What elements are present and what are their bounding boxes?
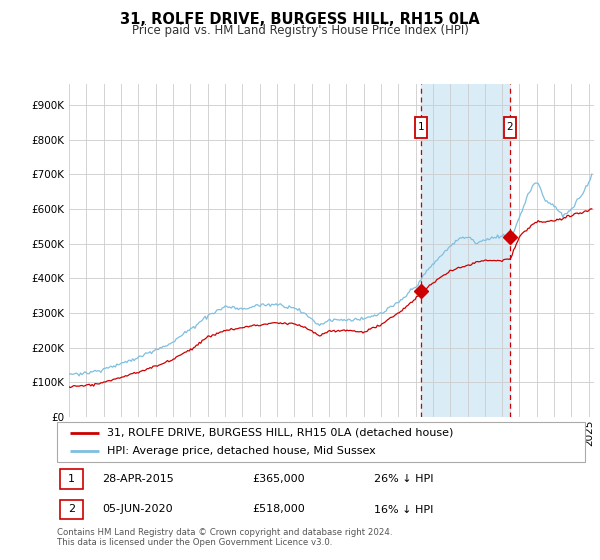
Text: £518,000: £518,000 xyxy=(253,505,305,515)
Text: Price paid vs. HM Land Registry's House Price Index (HPI): Price paid vs. HM Land Registry's House … xyxy=(131,24,469,37)
Text: 05-JUN-2020: 05-JUN-2020 xyxy=(102,505,173,515)
Bar xyxy=(503,117,515,138)
Text: 26% ↓ HPI: 26% ↓ HPI xyxy=(374,474,433,484)
Text: 1: 1 xyxy=(68,474,75,484)
Text: 28-APR-2015: 28-APR-2015 xyxy=(102,474,173,484)
Text: 31, ROLFE DRIVE, BURGESS HILL, RH15 0LA: 31, ROLFE DRIVE, BURGESS HILL, RH15 0LA xyxy=(120,12,480,27)
Text: 16% ↓ HPI: 16% ↓ HPI xyxy=(374,505,433,515)
Text: 31, ROLFE DRIVE, BURGESS HILL, RH15 0LA (detached house): 31, ROLFE DRIVE, BURGESS HILL, RH15 0LA … xyxy=(107,428,454,437)
Bar xyxy=(415,117,427,138)
Text: Contains HM Land Registry data © Crown copyright and database right 2024.
This d: Contains HM Land Registry data © Crown c… xyxy=(57,528,392,547)
Text: 1: 1 xyxy=(418,122,425,132)
Bar xyxy=(59,500,83,519)
Bar xyxy=(59,469,83,489)
Text: HPI: Average price, detached house, Mid Sussex: HPI: Average price, detached house, Mid … xyxy=(107,446,376,456)
Text: £365,000: £365,000 xyxy=(253,474,305,484)
Text: 2: 2 xyxy=(68,505,75,515)
Bar xyxy=(421,84,509,417)
Text: 2: 2 xyxy=(506,122,513,132)
